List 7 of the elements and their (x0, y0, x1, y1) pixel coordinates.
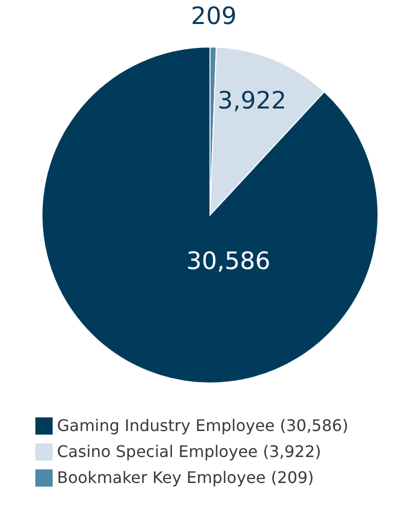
data-label: 30,586 (186, 246, 270, 275)
legend-label: Casino Special Employee (3,922) (57, 442, 322, 461)
data-label: 3,922 (218, 86, 286, 115)
legend-label: Bookmaker Key Employee (209) (57, 468, 314, 487)
pie-slice (42, 46, 378, 384)
data-label: 209 (190, 2, 237, 30)
legend-label: Gaming Industry Employee (30,586) (57, 416, 348, 435)
